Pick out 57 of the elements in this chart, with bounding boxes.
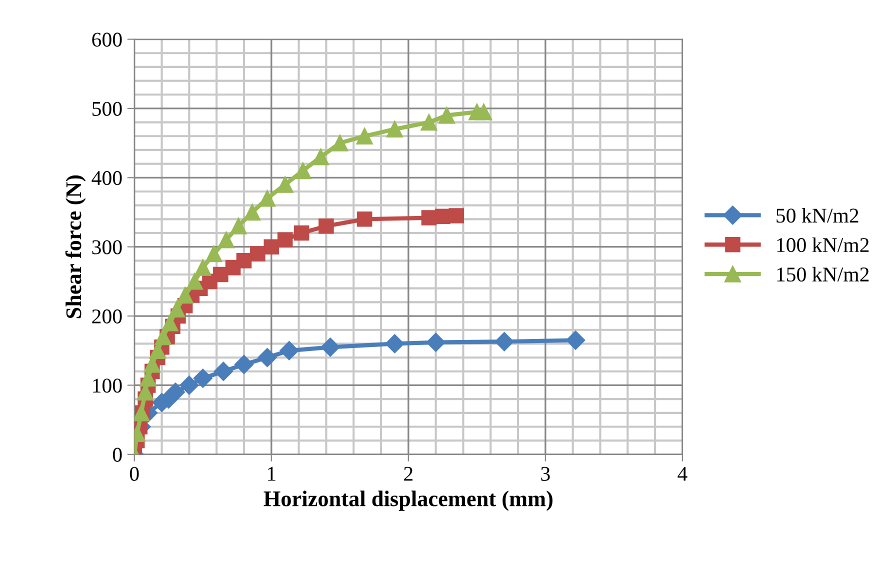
x-tick-label: 0 (130, 466, 139, 481)
y-axis-title: Shear force (N) (65, 175, 86, 318)
point (186, 273, 203, 290)
point (162, 314, 178, 332)
y-tick-label: 0 (112, 448, 122, 462)
point (386, 120, 404, 138)
point (448, 208, 464, 224)
legend-label: 100 kN/m2 (777, 237, 869, 252)
point (332, 134, 348, 152)
point (356, 212, 372, 227)
legend-label: 150 kN/m2 (777, 266, 869, 282)
point (294, 162, 312, 180)
point (194, 259, 212, 276)
point (385, 334, 404, 354)
point (213, 266, 228, 282)
x-tick-label: 4 (678, 466, 688, 481)
y-tick-label: 500 (92, 102, 122, 116)
point (234, 354, 254, 374)
y-tick-label: 300 (92, 240, 122, 254)
point (218, 232, 235, 248)
point (318, 218, 334, 234)
point (214, 362, 233, 381)
point (168, 300, 186, 318)
point (494, 332, 514, 352)
y-tick-label: 100 (93, 378, 122, 393)
point (426, 332, 446, 352)
point (206, 245, 222, 262)
point (294, 225, 310, 241)
point (230, 218, 247, 234)
point (193, 368, 212, 388)
point (277, 232, 293, 248)
point (180, 376, 199, 395)
point (276, 176, 294, 193)
y-tick-label: 400 (92, 171, 122, 186)
point (250, 246, 266, 262)
x-tick-label: 2 (404, 466, 412, 481)
point (312, 148, 330, 166)
point (475, 104, 492, 120)
x-tick-label: 3 (541, 466, 550, 481)
point (176, 286, 194, 304)
point (356, 128, 373, 144)
point (236, 253, 252, 268)
point (264, 239, 280, 254)
y-tick-label: 200 (92, 309, 122, 324)
point (166, 382, 186, 402)
y-tick-label: 600 (92, 32, 122, 47)
x-axis-title: Horizontal displacement (mm) (264, 490, 552, 511)
point (244, 204, 261, 221)
point (258, 348, 277, 368)
point (280, 341, 299, 360)
point (420, 114, 438, 131)
point (566, 330, 586, 350)
point (320, 338, 340, 357)
x-tick-label: 1 (268, 466, 276, 481)
point (438, 107, 456, 124)
point (421, 210, 437, 226)
legend-label: 50 kN/m2 (776, 208, 858, 223)
